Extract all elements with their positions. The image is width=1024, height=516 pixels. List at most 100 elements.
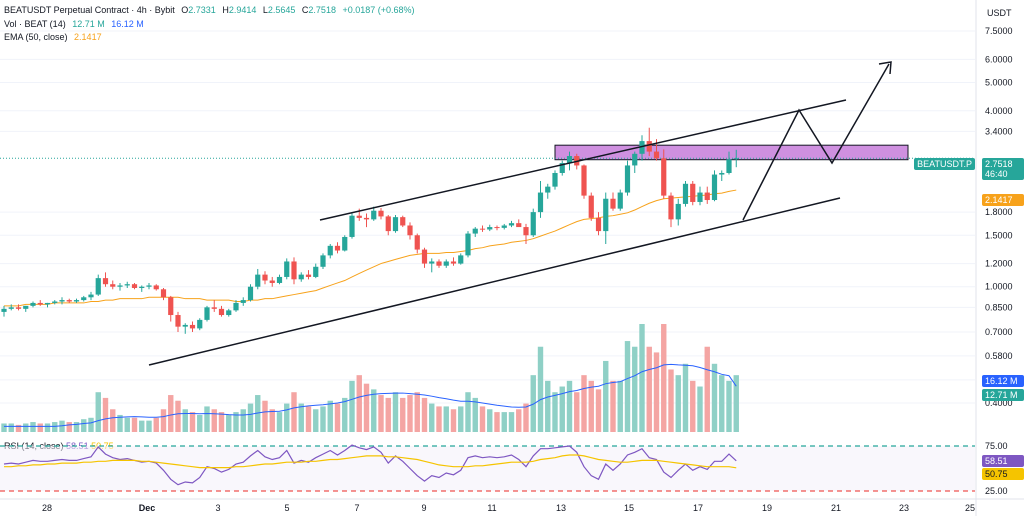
candle (59, 297, 65, 305)
candle (595, 212, 602, 236)
candle-body (182, 324, 188, 327)
volume-ma-badge: 16.12 M (982, 375, 1024, 387)
rsi-tick-label: 25.00 (985, 486, 1008, 496)
volume-bar (110, 409, 116, 432)
time-tick-label: 19 (762, 503, 772, 513)
candle (690, 181, 696, 206)
candle (566, 151, 573, 171)
candle-body (52, 301, 58, 303)
candle-body (690, 183, 696, 202)
volume-bar (30, 422, 36, 432)
volume-bar (726, 380, 732, 432)
volume-bar (661, 324, 667, 432)
candle-body (603, 198, 609, 232)
candle-body (363, 217, 370, 220)
candle (218, 305, 225, 317)
candle-body (349, 215, 355, 237)
time-tick-label: Dec (139, 503, 156, 513)
channel-upper-line (319, 99, 847, 221)
volume-bar (668, 369, 674, 432)
volume-bar (211, 409, 217, 432)
candle-body (189, 324, 196, 329)
volume-bar (160, 409, 167, 432)
rsi-tick-label: 75.00 (985, 441, 1008, 451)
projection-path (742, 63, 890, 221)
candle (407, 222, 413, 240)
chart-header-ema: EMA (50, close) 2.1417 (4, 32, 106, 43)
candle (269, 276, 275, 287)
close-value: 2.7518 (308, 5, 336, 15)
volume-bar (189, 412, 196, 432)
volume-bar (450, 409, 457, 432)
candle-body (646, 141, 652, 152)
volume-bar (284, 403, 290, 432)
candle (516, 219, 522, 228)
candle-body (682, 183, 689, 204)
candle-body (356, 215, 362, 218)
candle (537, 181, 544, 218)
candle-body (588, 195, 594, 218)
price-tick-label: 6.0000 (985, 54, 1013, 64)
volume-bar (255, 395, 261, 432)
candle-body (66, 300, 72, 302)
volume-value: 12.71 M (72, 19, 105, 29)
candle-body (400, 217, 406, 226)
candle (588, 192, 594, 221)
candle (189, 321, 196, 332)
time-tick-label: 25 (965, 503, 975, 513)
candle (545, 183, 551, 199)
time-tick-label: 17 (693, 503, 703, 513)
high-value: 2.9414 (228, 5, 257, 15)
candle-body (595, 217, 602, 232)
volume-bar (682, 363, 689, 432)
candle-body (371, 210, 377, 220)
ohlc-close: C2.7518 (302, 5, 336, 15)
candle (378, 207, 384, 220)
volume-bar (508, 412, 515, 432)
candle (429, 258, 435, 273)
volume-bar (400, 397, 406, 432)
volume-bar (298, 403, 304, 432)
ema-label: EMA (50, close) (4, 32, 68, 42)
volume-bar (581, 375, 587, 432)
candle-body (566, 156, 573, 164)
candle-body (436, 261, 442, 266)
candle (30, 301, 36, 308)
candle-body (668, 195, 674, 220)
candle (146, 282, 152, 290)
candle (168, 295, 174, 322)
candle (530, 208, 536, 237)
volume-bar (588, 380, 594, 432)
candle (682, 181, 689, 207)
volume-bar (52, 422, 58, 432)
rsi-ma-badge: 50.75 (982, 468, 1024, 480)
candle (711, 170, 718, 202)
candle-body (632, 153, 638, 166)
volume-bar (523, 403, 529, 432)
volume-bar (719, 375, 725, 432)
candle (81, 295, 87, 302)
price-tick-label: 7.5000 (985, 26, 1013, 36)
candle-body (711, 174, 718, 201)
candle (284, 258, 290, 280)
candle-body (661, 158, 667, 196)
volume-bar (197, 414, 203, 432)
candle-body (697, 192, 703, 202)
candle-body (23, 305, 29, 309)
volume-bar (465, 392, 471, 432)
volume-bar (139, 420, 145, 432)
candle-body (168, 297, 174, 316)
candle-body (30, 302, 36, 306)
candle-body (537, 192, 544, 213)
candle (733, 149, 739, 168)
candle (102, 272, 109, 287)
candle (624, 160, 631, 196)
volume-bar (632, 346, 638, 432)
volume-bar (711, 363, 718, 432)
time-tick-label: 5 (284, 503, 289, 513)
candle (581, 164, 587, 199)
candle (436, 259, 442, 268)
candle-body (516, 223, 522, 228)
candle (646, 127, 652, 157)
